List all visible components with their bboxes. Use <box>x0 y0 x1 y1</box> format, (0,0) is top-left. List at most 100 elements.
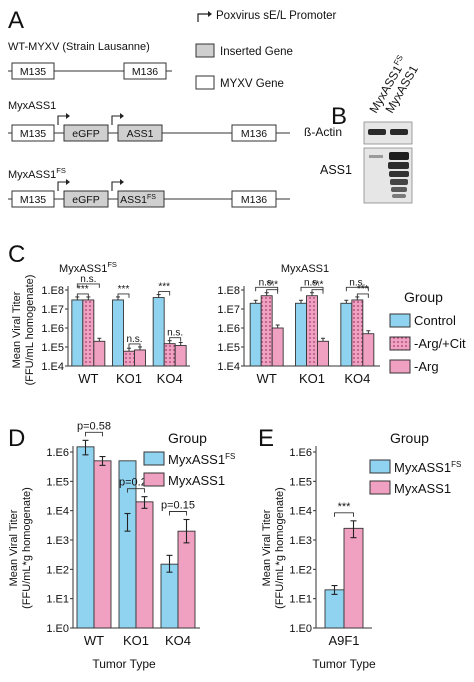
construct-myxass1: MyxASS1 M135 eGFP ASS1 M136 <box>8 100 290 142</box>
construct-myxass1-fs: MyxASS1FS M135 eGFP ASS1FS M136 <box>8 166 290 208</box>
sig-bracket <box>128 343 141 348</box>
x-tick-label: KO1 <box>123 633 149 648</box>
y-axis-label: (FFU/mL homogenate) <box>24 275 36 386</box>
legend-label: MyxASS1 <box>168 473 225 488</box>
gene-label: M136 <box>132 66 158 78</box>
bar-argcit <box>260 295 273 367</box>
sig-bracket <box>169 337 182 342</box>
bar-argcit <box>82 299 95 367</box>
sig-label: n.s. <box>304 277 320 288</box>
sig-bracket <box>127 488 145 493</box>
legend-d: Group MyxASS1FS MyxASS1 <box>143 430 235 488</box>
sig-bracket <box>266 289 279 294</box>
y-tick-label: 1.E3 <box>289 535 312 547</box>
y-tick-label: 1.E6 <box>289 447 312 459</box>
y-tick-label: 1.E0 <box>46 623 69 635</box>
y-tick-label: 1.E5 <box>41 342 64 354</box>
gene-label: M135 <box>20 66 46 78</box>
bar-myxass1-fs <box>324 589 345 629</box>
legend-title: Group <box>404 289 443 305</box>
legend-label: -Arg/+Cit <box>414 336 466 351</box>
chart-title: MyxASS1 <box>281 263 329 275</box>
bar-control <box>71 299 84 367</box>
panel-letter-c: C <box>8 241 25 268</box>
y-tick-label: 1.E8 <box>217 285 240 297</box>
sig-bracket <box>158 291 171 296</box>
y-tick-label: 1.E7 <box>41 304 64 316</box>
gene-label: M135 <box>20 194 46 206</box>
x-axis-label: Tumor Type <box>92 657 156 671</box>
y-tick-label: 1.E4 <box>41 361 64 373</box>
promoter-arrow-icon <box>57 179 70 191</box>
x-tick-label: KO1 <box>299 371 325 386</box>
legend-swatch-arg <box>389 359 411 374</box>
legend-myxv-label: MYXV Gene <box>220 78 284 90</box>
y-tick-label: 1.E5 <box>217 342 240 354</box>
sig-label: *** <box>357 284 369 295</box>
sig-label: *** <box>338 501 352 513</box>
gene-box <box>231 124 277 142</box>
promoter-arrow-icon <box>57 113 70 125</box>
y-tick-label: 1.E6 <box>46 447 69 459</box>
sig-bracket <box>334 512 354 517</box>
gene-box <box>11 190 55 208</box>
x-tick-label: KO4 <box>165 633 191 648</box>
sig-bracket <box>117 293 130 298</box>
bar-control <box>295 302 307 367</box>
sig-label: n.s. <box>259 277 275 288</box>
sig-bracket <box>345 286 369 292</box>
row-label-actin: ß-Actin <box>304 125 342 139</box>
x-tick-label: KO1 <box>116 371 142 386</box>
sig-label: *** <box>266 280 278 291</box>
panel-c: C Mean Viral Titer (FFU/mL homogenate) M… <box>8 241 466 386</box>
panel-e: E Mean Viral Titer (FFU/mL*g homogenate)… <box>258 425 461 671</box>
y-tick-label: 1.E8 <box>41 285 64 297</box>
sig-label: n.s. <box>167 328 183 339</box>
y-axis-label: Mean Viral Titer <box>11 291 23 368</box>
bar-arg <box>317 340 329 367</box>
panel-b: B MyxASS1FS MyxASS1 ß-Actin ASS1 <box>304 54 421 204</box>
construct-title: MyxASS1FS <box>8 166 66 181</box>
sig-bracket <box>76 293 89 298</box>
sig-label: n.s. <box>126 334 142 345</box>
x-axis-label: Tumor Type <box>312 657 376 671</box>
sig-bracket <box>356 293 369 298</box>
gene-box <box>11 62 55 80</box>
bar-arg <box>362 333 375 367</box>
x-tick-label: KO4 <box>157 371 183 386</box>
bar-myxass1 <box>177 530 196 629</box>
y-tick-label: 1.E5 <box>46 476 69 488</box>
gene-label: ASS1FS <box>120 194 156 206</box>
y-tick-label: 1.E0 <box>289 623 312 635</box>
legend-label: Control <box>414 313 456 328</box>
y-tick-label: 1.E2 <box>289 564 312 576</box>
panel-letter-d: D <box>8 425 25 452</box>
gene-label: eGFP <box>72 128 99 140</box>
legend-title: Group <box>168 430 207 446</box>
gene-box <box>63 190 109 208</box>
promoter-arrow-icon <box>197 11 212 22</box>
bar-control <box>112 299 124 367</box>
bar-argcit <box>351 299 364 367</box>
sig-label: p=0.58 <box>77 420 111 432</box>
y-tick-label: 1.E1 <box>46 594 69 606</box>
bar-myxass1 <box>93 460 112 629</box>
panel-letter-a: A <box>8 7 24 34</box>
legend-swatch-control <box>389 313 411 328</box>
gene-box <box>231 190 277 208</box>
panel-letter-e: E <box>258 425 274 452</box>
sig-bracket <box>85 431 103 437</box>
legend-label: MyxASS1FS <box>394 460 461 475</box>
gene-label: M136 <box>241 128 267 140</box>
legend-label: MyxASS1FS <box>168 452 235 467</box>
legend-c: Group Control -Arg/+Cit -Arg <box>389 289 466 374</box>
sig-label: n.s. <box>349 277 365 288</box>
bar-myxass1 <box>343 527 364 629</box>
panel-letter-b: B <box>331 103 347 130</box>
construct-wt: WT-MYXV (Strain Lausanne) M135 M136 <box>8 41 172 80</box>
legend-inserted-swatch <box>195 43 215 58</box>
legend-myxv-swatch <box>195 75 215 90</box>
sig-bracket <box>76 283 100 288</box>
bar-arg <box>93 340 106 367</box>
